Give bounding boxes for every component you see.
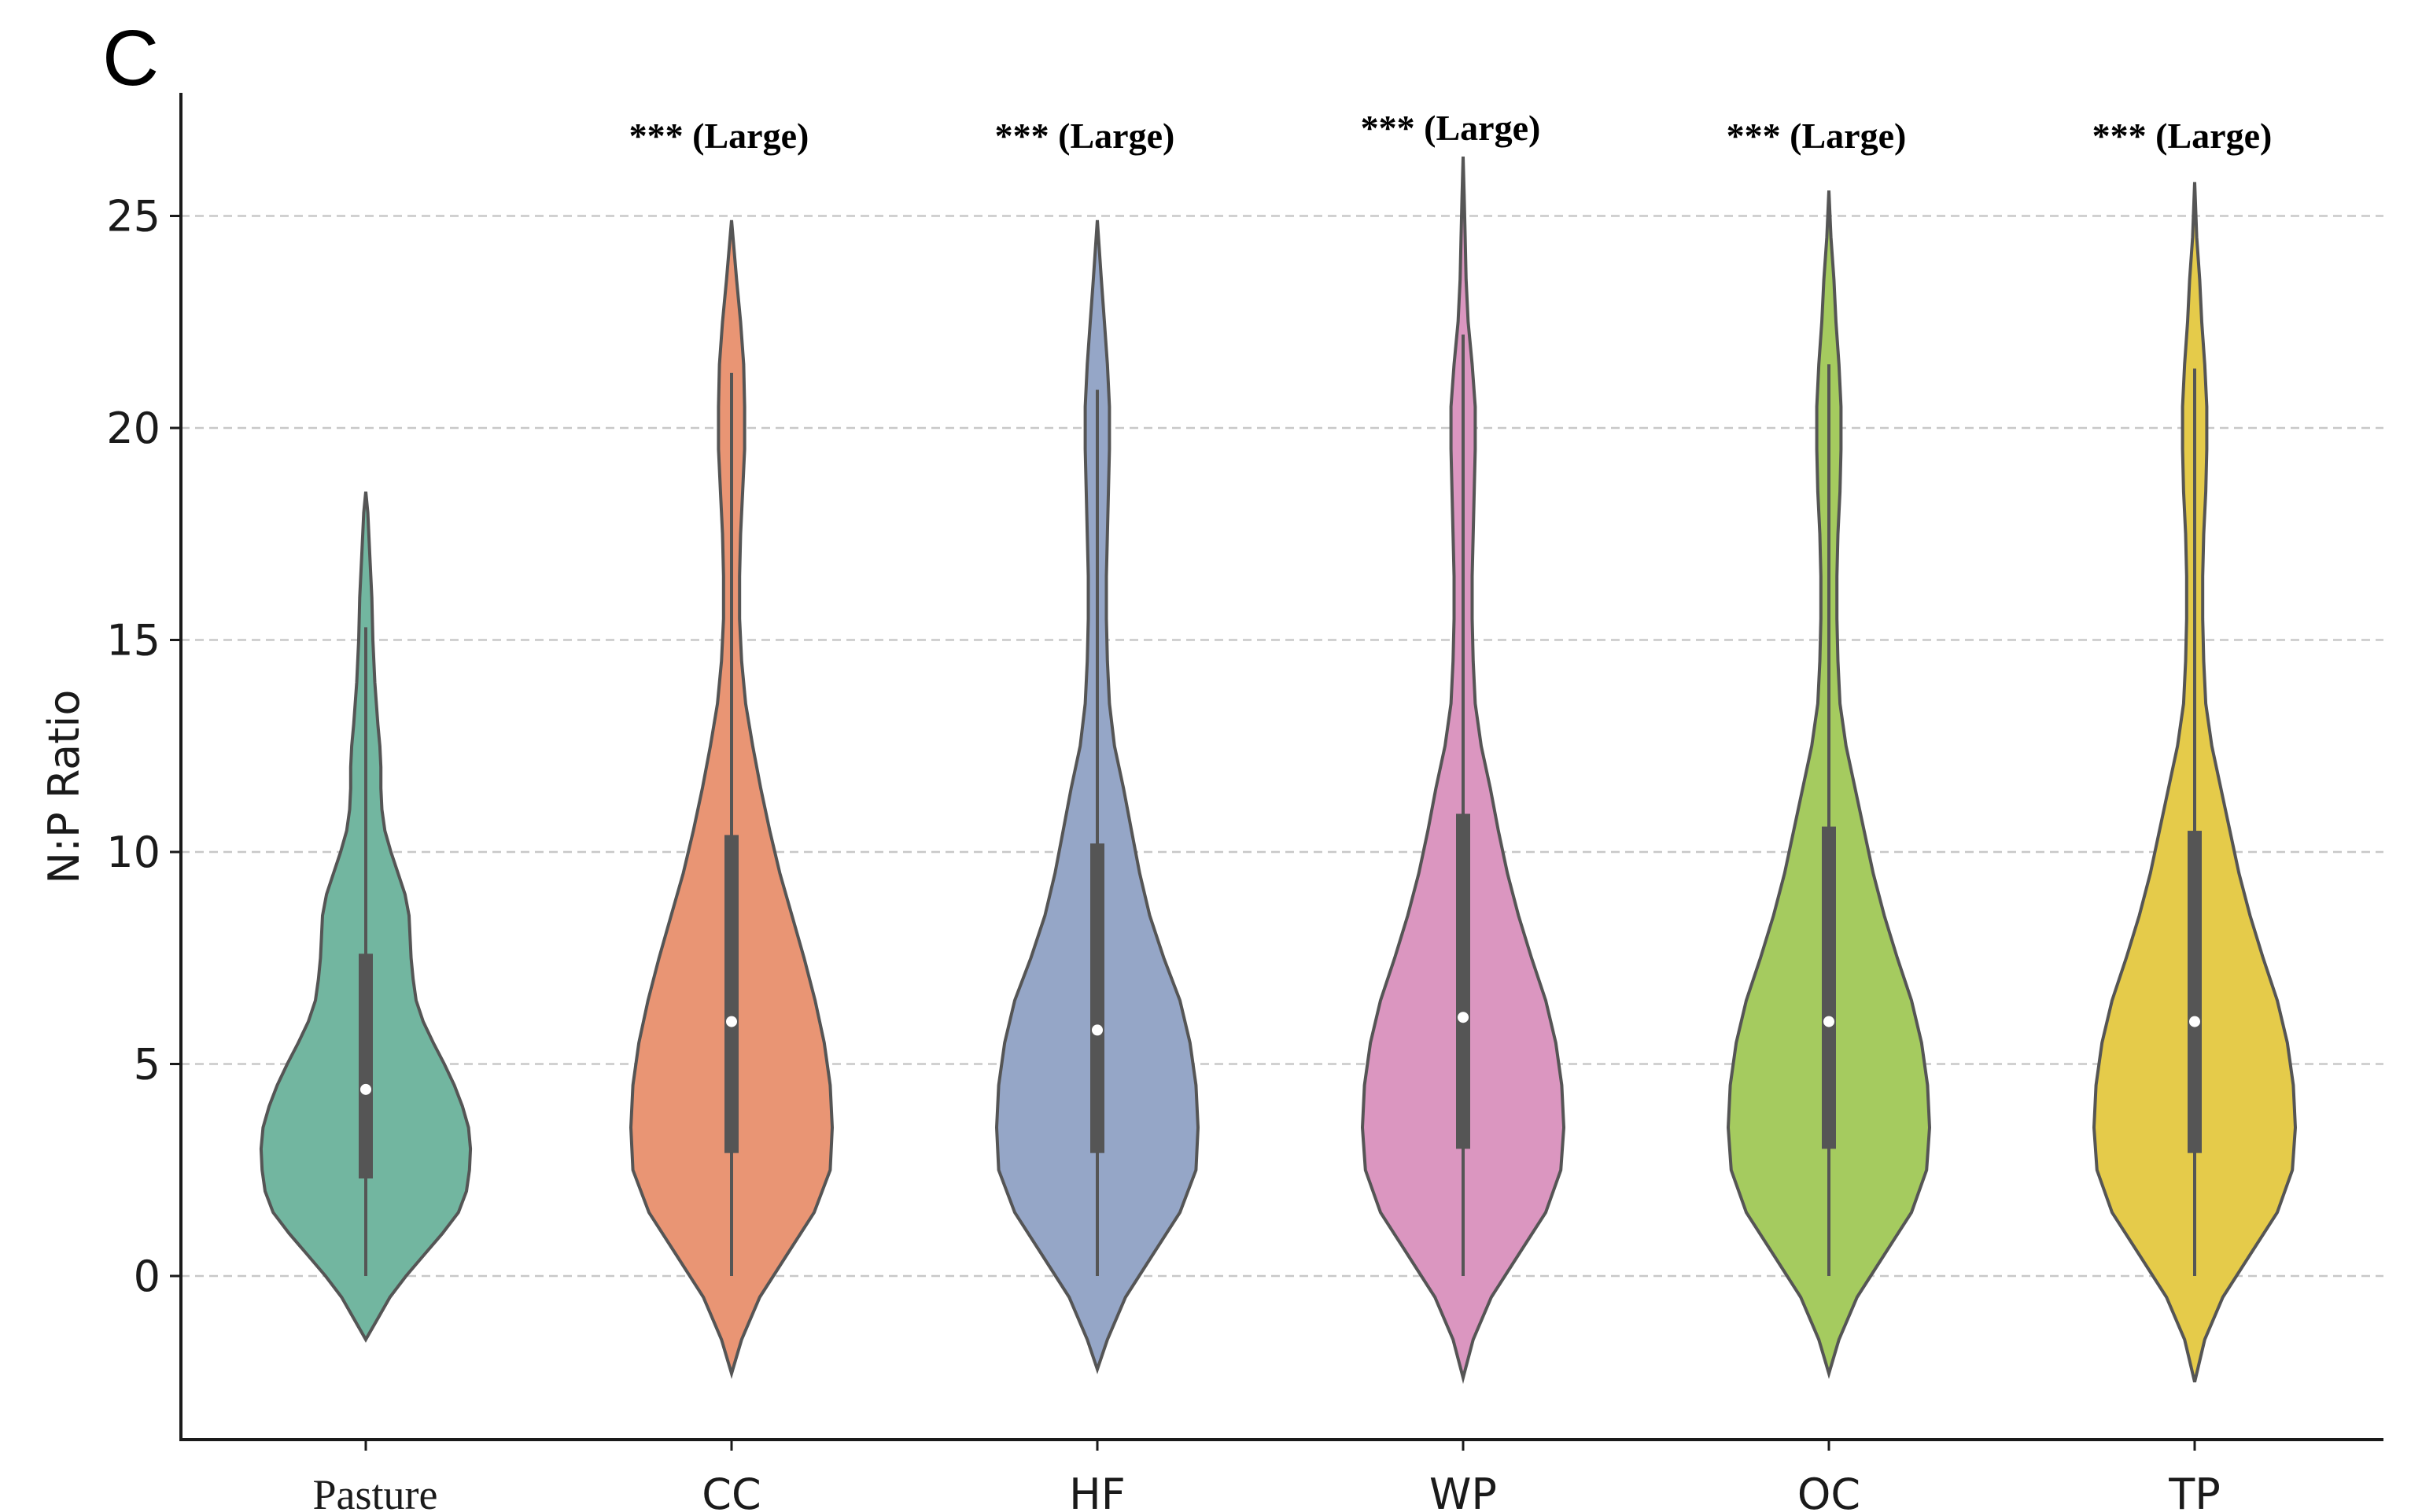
significance-annotation: *** (Large): [2092, 116, 2273, 156]
significance-annotation: *** (Large): [995, 116, 1175, 156]
axes: [170, 93, 2383, 1451]
violins: [259, 156, 2298, 1385]
y-tick-label: 25: [106, 192, 160, 242]
iqr-box-wp: [1456, 813, 1470, 1149]
median-dot-oc: [1823, 1016, 1834, 1027]
x-tick-label: Pasture: [313, 1471, 438, 1512]
x-tick-label: CC: [702, 1470, 761, 1512]
median-dot-wp: [1458, 1012, 1469, 1023]
iqr-box-oc: [1822, 826, 1836, 1149]
x-tick-label: HF: [1069, 1470, 1126, 1512]
iqr-box-cc: [724, 835, 739, 1153]
panel-label: C: [102, 14, 159, 102]
y-tick-label: 10: [106, 828, 160, 877]
y-tick-label: 20: [106, 404, 160, 453]
median-dot-tp: [2189, 1016, 2200, 1027]
significance-annotation: *** (Large): [629, 116, 809, 156]
x-tick-label: OC: [1797, 1470, 1860, 1512]
x-tick-label: TP: [2168, 1470, 2221, 1512]
labels: 0 5 10 15 20 25 Pasture CC *** (Large) HF *** (Lar…: [106, 108, 2272, 1512]
gridlines: [181, 215, 2383, 1278]
significance-annotation: *** (Large): [1727, 116, 1907, 156]
y-tick-label: 0: [134, 1252, 160, 1301]
iqr-box-hf: [1090, 843, 1104, 1153]
y-tick-label: 15: [106, 616, 160, 666]
iqr-box-pasture: [359, 953, 373, 1179]
x-tick-label: WP: [1429, 1470, 1497, 1512]
y-axis-label: N:P Ratio: [39, 690, 89, 884]
y-tick-label: 5: [134, 1040, 160, 1090]
median-dot-pasture: [360, 1083, 371, 1095]
iqr-box-tp: [2188, 831, 2202, 1153]
median-dot-cc: [726, 1016, 737, 1027]
median-dot-hf: [1092, 1024, 1103, 1036]
significance-annotation: *** (Large): [1361, 108, 1541, 148]
